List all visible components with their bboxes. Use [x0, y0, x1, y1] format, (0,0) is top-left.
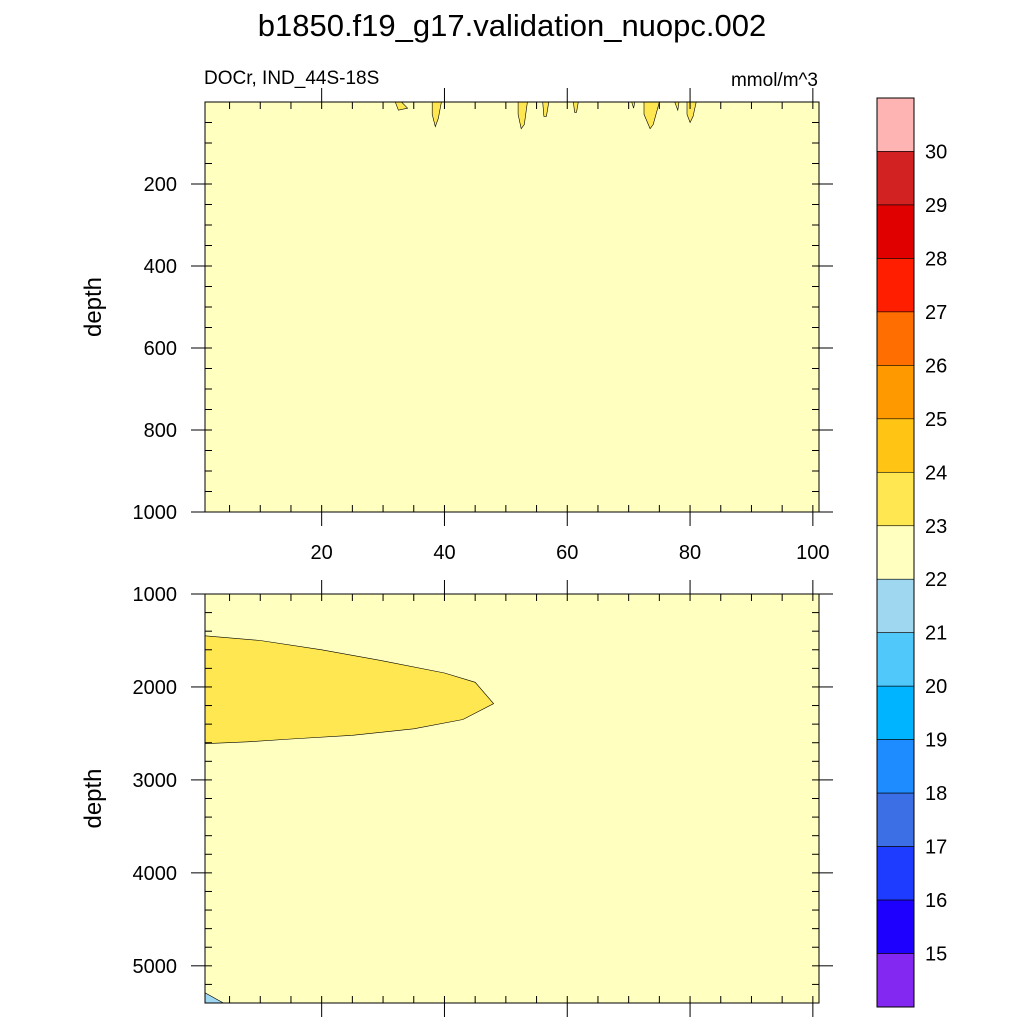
upper-y-tick-label: 1000 — [133, 502, 178, 524]
colorbar-level-label: 29 — [925, 195, 947, 217]
colorbar-box — [876, 97, 915, 152]
lower-contour-region-0 — [205, 635, 495, 745]
upper-y-tick-label: 400 — [144, 256, 177, 278]
upper-x-tick-label: 80 — [679, 542, 701, 564]
upper-y-tick-label: 600 — [144, 338, 177, 360]
figure-title: b1850.f19_g17.validation_nuopc.002 — [258, 8, 767, 43]
lower-contour-region-1 — [205, 992, 225, 1003]
colorbar-level-label: 18 — [925, 783, 947, 805]
colorbar-level-label: 20 — [925, 676, 947, 698]
units-label: mmol/m^3 — [731, 70, 818, 91]
upper-x-tick-label: 20 — [311, 542, 333, 564]
colorbar-level-label: 21 — [925, 623, 947, 645]
lower-y-tick-label: 4000 — [133, 863, 178, 885]
colorbar-box — [876, 471, 915, 527]
upper-x-tick-label: 100 — [796, 542, 829, 564]
colorbar-box — [876, 204, 915, 259]
colorbar-frame — [876, 97, 915, 1008]
colorbar-box — [876, 792, 915, 847]
colorbar-level-label: 25 — [925, 409, 947, 431]
upper-contour-region-0 — [394, 102, 409, 111]
upper-y-tick-label: 800 — [144, 420, 177, 442]
upper-contour-region-2 — [517, 102, 528, 130]
colorbar-box — [876, 365, 915, 420]
upper-contour-region-3 — [542, 102, 550, 117]
lower-y-tick-label: 5000 — [133, 956, 178, 978]
colorbar-box — [876, 739, 915, 794]
upper-x-tick-label: 60 — [556, 542, 578, 564]
colorbar-level-label: 26 — [925, 355, 947, 377]
colorbar-box — [876, 311, 915, 366]
colorbar-level-label: 22 — [925, 569, 947, 591]
colorbar-box — [876, 953, 915, 1008]
lower-y-tick-label: 2000 — [133, 677, 178, 699]
upper-contour-region-6 — [643, 102, 660, 130]
colorbar-box — [876, 258, 915, 313]
lower-y-tick-label: 3000 — [133, 770, 178, 792]
colorbar-level-label: 30 — [925, 141, 947, 163]
lower-y-tick-label: 1000 — [133, 584, 178, 606]
upper-depth-panel: 200 400 600 800 1000 20 40 60 80 100 depth — [80, 88, 833, 564]
colorbar-box — [876, 418, 915, 473]
colorbar-level-label: 24 — [925, 462, 947, 484]
upper-contour-region-7 — [674, 102, 680, 112]
colorbar-box — [876, 899, 915, 954]
colorbar-level-label: 15 — [925, 944, 947, 966]
colorbar-level-label: 23 — [925, 516, 947, 538]
colorbar-legend: 15 16 17 18 19 20 21 22 23 24 25 26 27 28 29 30 — [876, 97, 947, 1008]
colorbar-box — [876, 846, 915, 901]
colorbar-box — [876, 578, 915, 634]
lower-y-axis-label: depth — [80, 768, 107, 828]
colorbar-box — [876, 685, 915, 740]
colorbar-box — [876, 151, 915, 206]
colorbar-level-label: 19 — [925, 730, 947, 752]
colorbar-level-label: 16 — [925, 890, 947, 912]
upper-panel-background — [205, 102, 819, 512]
upper-y-axis-label: depth — [80, 277, 107, 337]
upper-contour-region-4 — [573, 102, 579, 113]
upper-x-tick-label: 40 — [433, 542, 455, 564]
upper-contour-regions — [394, 102, 697, 130]
colorbar-box — [876, 632, 915, 687]
colorbar-box — [876, 525, 915, 580]
upper-contour-region-1 — [431, 102, 442, 128]
lower-depth-panel: 1000 2000 3000 4000 5000 depth — [80, 580, 833, 1017]
colorbar-level-label: 28 — [925, 248, 947, 270]
lower-contour-regions — [205, 635, 495, 1003]
upper-contour-region-5 — [631, 102, 636, 109]
upper-contour-region-8 — [686, 102, 697, 124]
colorbar-level-label: 17 — [925, 837, 947, 859]
upper-y-tick-label: 200 — [144, 174, 177, 196]
variable-label: DOCr, IND_44S-18S — [204, 68, 379, 89]
colorbar-level-label: 27 — [925, 302, 947, 324]
